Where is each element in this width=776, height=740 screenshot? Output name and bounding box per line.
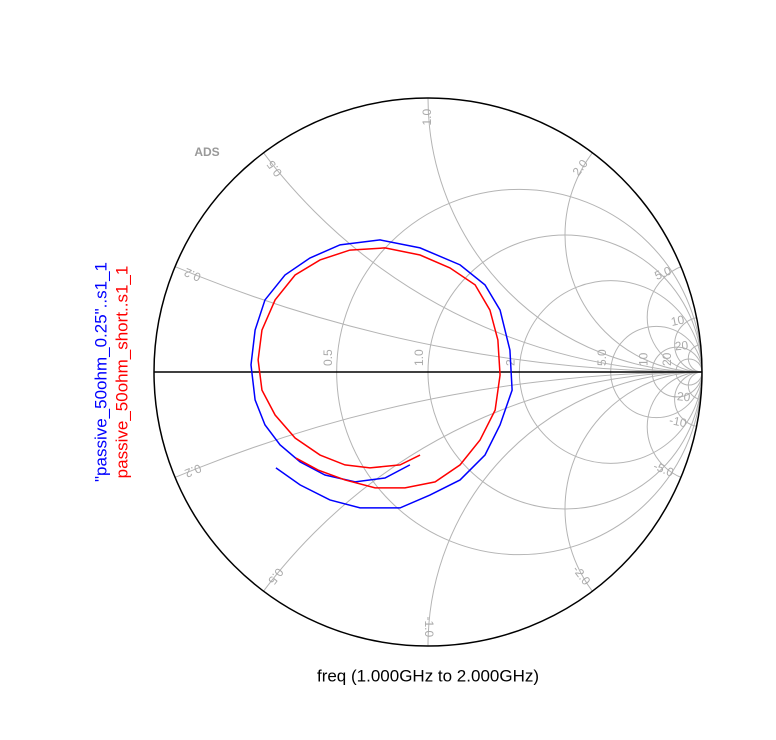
resistance-label: 5.0 [595, 349, 609, 366]
reactance-label: -2.0 [570, 563, 594, 588]
legend-entry: passive_50ohm_short..s1_1 [112, 266, 131, 479]
watermark: ADS [194, 145, 219, 159]
reactance-arc [564, 98, 702, 373]
legend-entry: "passive_50ohm_0.25"..s1_1 [91, 262, 110, 482]
reactance-arc [427, 98, 702, 373]
reactance-label: 20 [674, 338, 689, 353]
reactance-label: -10 [668, 413, 688, 430]
resistance-label: 20 [660, 352, 674, 366]
reactance-label: 0.2 [182, 461, 203, 480]
reactance-label: 10 [670, 312, 686, 328]
trace [250, 239, 513, 509]
reactance-label: 5.0 [653, 263, 674, 282]
grid-labels: 0.5 1.0 2 5.0 10 200.20.51.02.05.010200.20.5-… [182, 109, 692, 638]
footer: freq (1.000GHz to 2.000GHz) [317, 666, 539, 685]
reactance-label: -20 [672, 389, 691, 405]
resistance-label: 1.0 [412, 349, 426, 366]
reactance-label: 0.2 [182, 265, 203, 284]
reactance-arc [646, 371, 702, 483]
trace [257, 247, 501, 489]
resistance-label: 0.5 [321, 349, 335, 366]
reactance-label: 0.5 [265, 565, 286, 587]
reactance-label: 1.0 [420, 109, 434, 126]
reactance-arc [564, 371, 702, 646]
reactance-arc [646, 261, 702, 373]
reactance-label: -1.0 [422, 616, 436, 637]
reactance-label: -5.0 [651, 459, 676, 480]
traces [250, 239, 513, 509]
resistance-label: 10 [636, 352, 650, 366]
